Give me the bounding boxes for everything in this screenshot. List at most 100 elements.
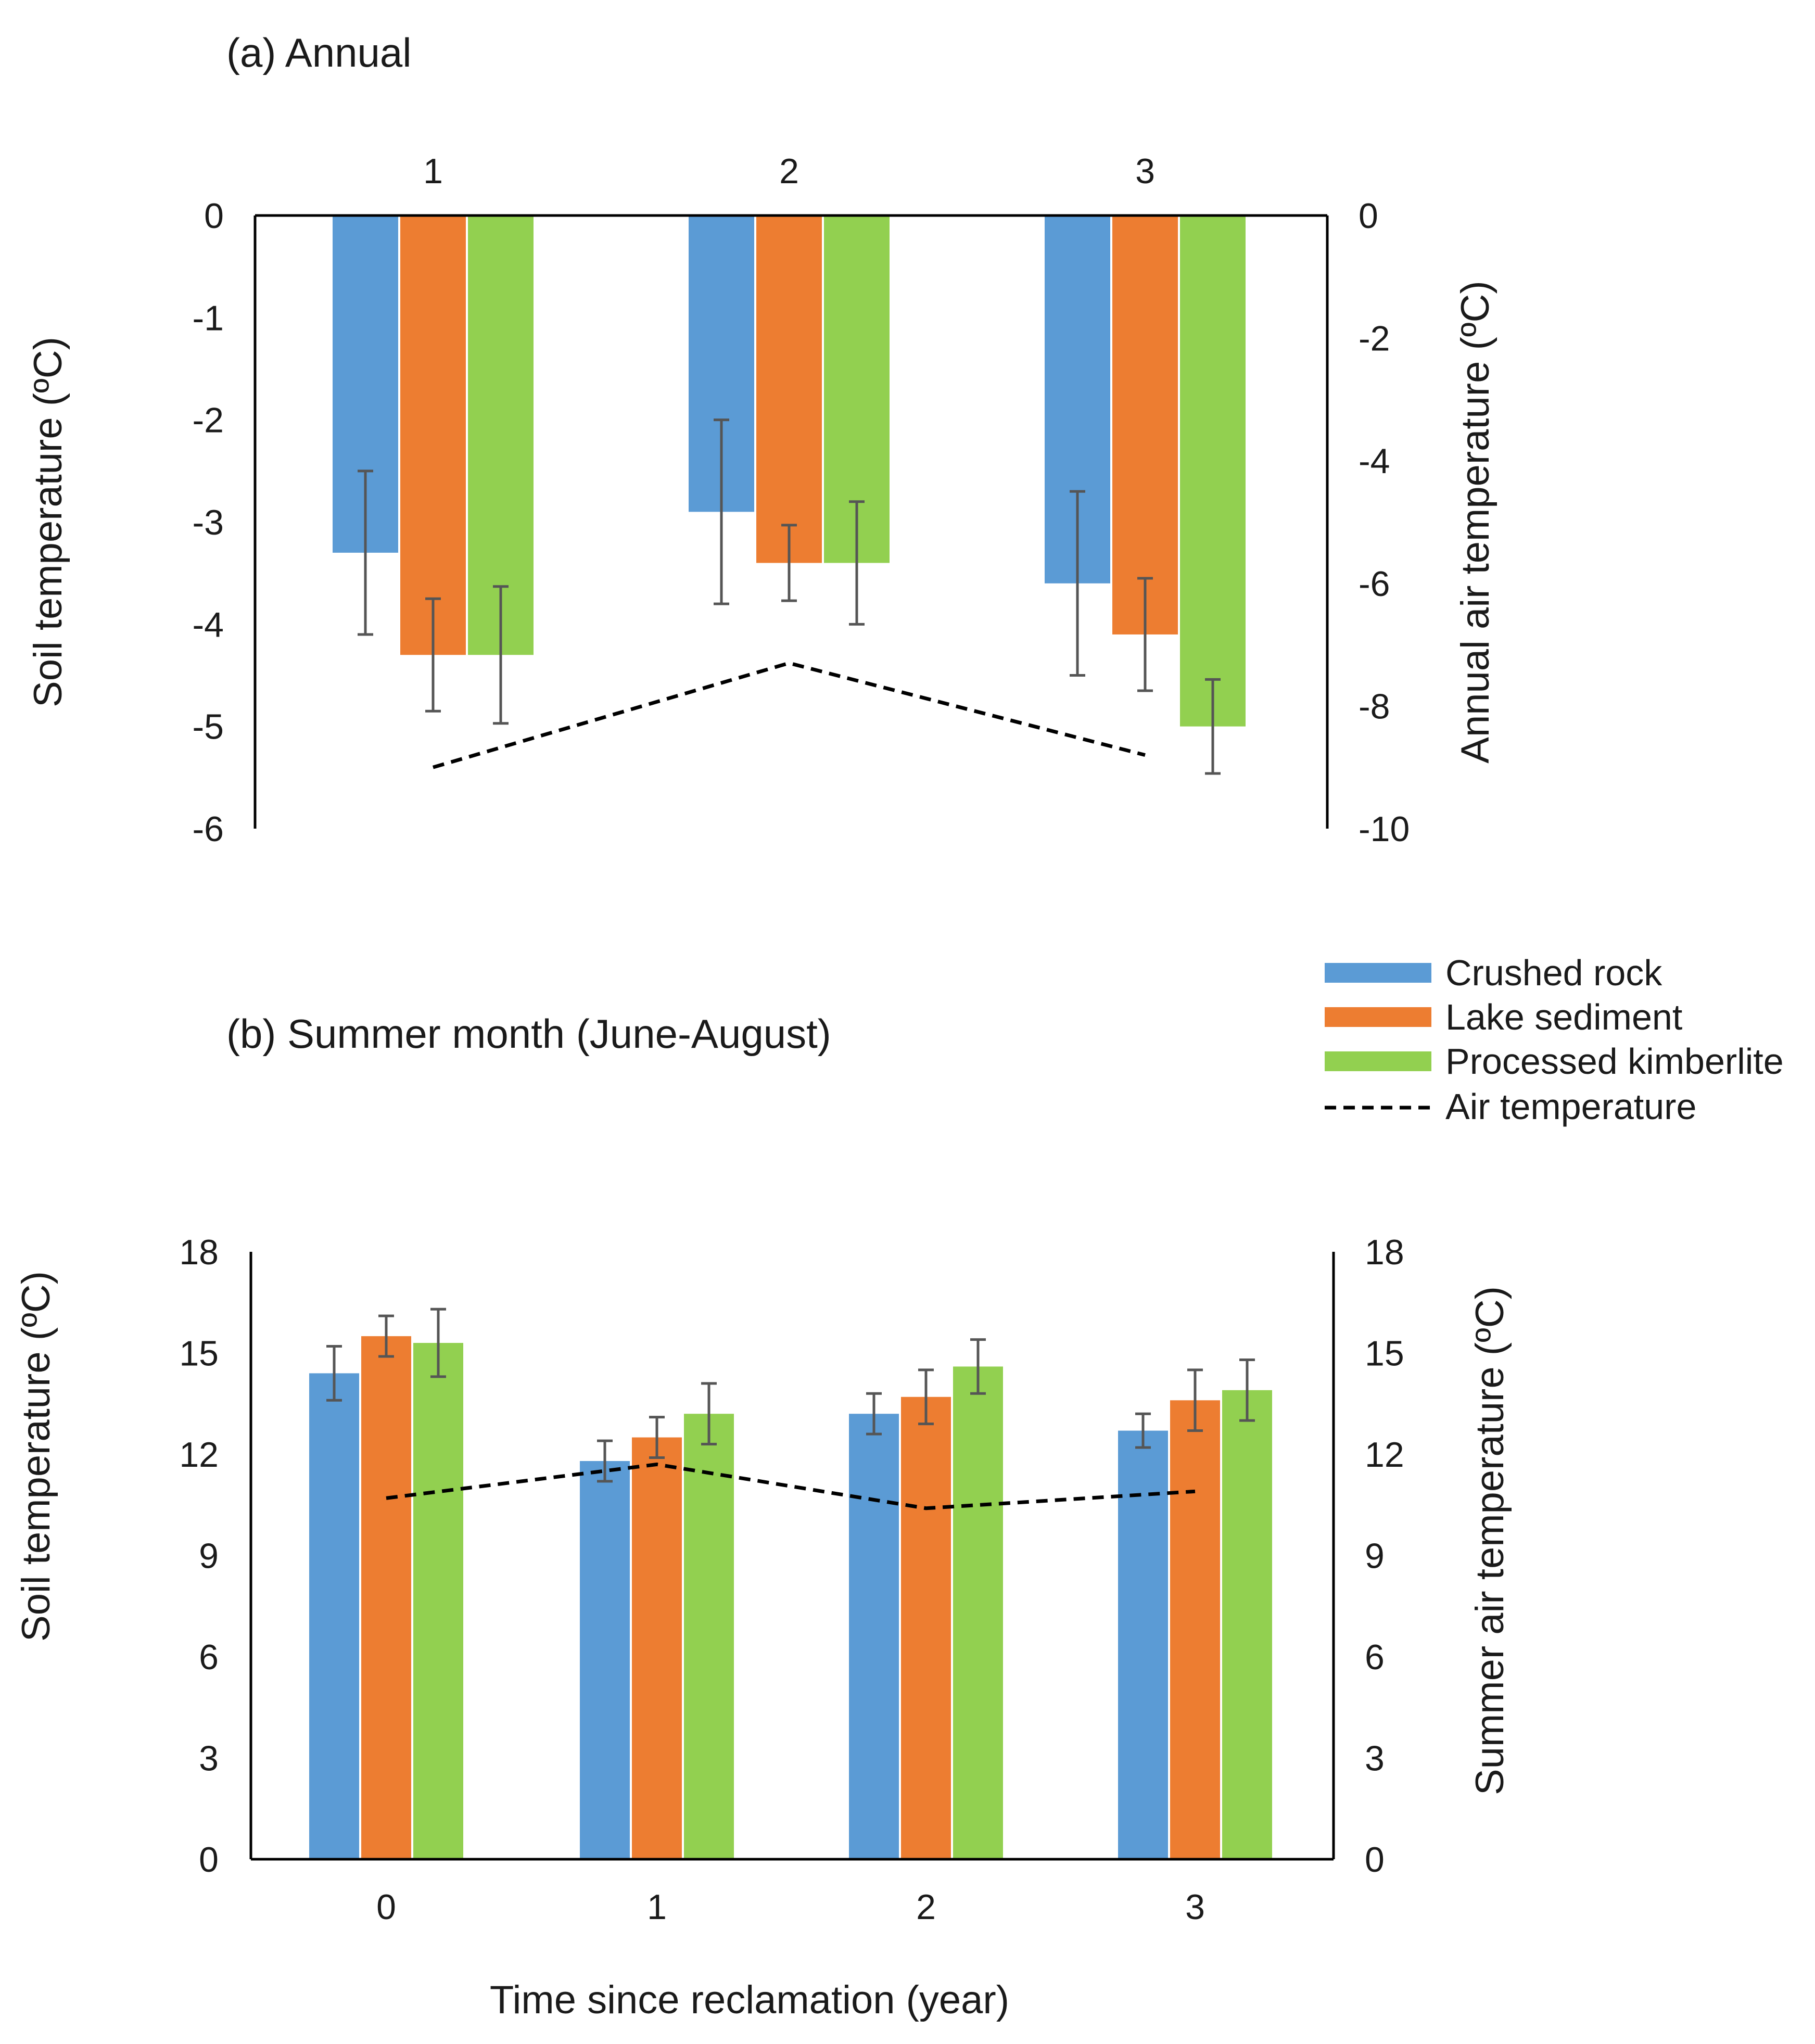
- summer-bars: [309, 1336, 1272, 1859]
- bar-crushed-rock-2: [849, 1414, 899, 1859]
- summer-error-bars: [326, 1307, 1255, 1483]
- x-tick-label-3: 3: [1185, 1887, 1205, 1927]
- summer-x-axis-label: Time since reclamation (year): [490, 1978, 1009, 2022]
- bar-processed-kimberlite-2: [953, 1366, 1003, 1859]
- legend-label-crushed-rock: Crushed rock: [1445, 953, 1662, 993]
- error-bar-crushed-rock-1: [358, 469, 373, 636]
- right-y-tick-label-6: 6: [1365, 1637, 1385, 1677]
- annual-x-tick-labels: 1 2 3: [423, 151, 1155, 191]
- left-y-tick-label-9: 9: [199, 1537, 219, 1576]
- bar-processed-kimberlite-3: [1222, 1390, 1272, 1859]
- right-y-tick-label-12: 12: [1365, 1435, 1404, 1475]
- error-bar-processed-kimberlite-3: [1239, 1358, 1255, 1422]
- legend-label-processed-kimberlite: Processed kimberlite: [1445, 1041, 1784, 1082]
- bar-lake-sediment-3: [1112, 215, 1178, 634]
- left-y-tick-label-0: 0: [204, 196, 224, 236]
- right-y-tick-label-0: 0: [1365, 1840, 1385, 1880]
- x-tick-label-2: 2: [916, 1887, 936, 1927]
- annual-chart-title: (a) Annual: [226, 30, 412, 75]
- error-bar-processed-kimberlite-0: [430, 1307, 446, 1378]
- annual-left-y-axis-label: Soil temperature (ºC): [26, 337, 70, 707]
- bar-lake-sediment-1: [400, 215, 466, 655]
- left-y-tick-label-minus-4: -4: [193, 605, 224, 644]
- summer-chart-title: (b) Summer month (June-August): [226, 1011, 831, 1057]
- summer-air-temperature-line: [386, 1462, 1196, 1510]
- annual-left-y-tick-labels: 0 -1 -2 -3 -4 -5 -6: [193, 196, 224, 849]
- right-y-tick-label-3: 3: [1365, 1739, 1385, 1779]
- error-bar-lake-sediment-1: [649, 1416, 665, 1459]
- error-bar-crushed-rock-3: [1070, 490, 1085, 677]
- bar-lake-sediment-3: [1170, 1400, 1220, 1859]
- right-y-tick-label-minus-2: -2: [1359, 319, 1390, 359]
- bar-lake-sediment-2: [901, 1396, 951, 1859]
- left-y-tick-label-minus-3: -3: [193, 503, 224, 542]
- x-tick-label-3: 3: [1135, 151, 1155, 191]
- summer-right-y-axis-label: Summer air temperature (ºC): [1468, 1286, 1512, 1795]
- left-y-tick-label-15: 15: [179, 1334, 219, 1374]
- error-bar-crushed-rock-0: [326, 1345, 342, 1402]
- bar-crushed-rock-0: [309, 1373, 359, 1859]
- x-tick-label-1: 1: [423, 151, 443, 191]
- left-y-tick-label-3: 3: [199, 1739, 219, 1779]
- error-bar-lake-sediment-1: [425, 597, 441, 713]
- error-bar-processed-kimberlite-1: [493, 585, 509, 725]
- right-y-tick-label-15: 15: [1365, 1334, 1404, 1374]
- error-bar-lake-sediment-3: [1137, 577, 1153, 692]
- bar-lake-sediment-0: [361, 1336, 411, 1859]
- left-y-tick-label-0: 0: [199, 1840, 219, 1880]
- bar-crushed-rock-1: [580, 1461, 630, 1859]
- left-y-tick-label-6: 6: [199, 1637, 219, 1677]
- x-tick-label-2: 2: [779, 151, 799, 191]
- error-bar-lake-sediment-0: [378, 1314, 394, 1358]
- left-y-tick-label-minus-2: -2: [193, 401, 224, 440]
- legend: Crushed rock Lake sediment Processed kim…: [1325, 953, 1784, 1127]
- right-y-tick-label-minus-8: -8: [1359, 687, 1390, 726]
- error-bar-processed-kimberlite-2: [849, 500, 865, 626]
- error-bar-processed-kimberlite-2: [970, 1338, 986, 1395]
- bar-crushed-rock-3: [1118, 1430, 1168, 1859]
- error-bar-crushed-rock-2: [866, 1392, 882, 1436]
- error-bar-crushed-rock-3: [1135, 1412, 1151, 1449]
- annual-bars: [333, 215, 1246, 727]
- bar-processed-kimberlite-1: [468, 215, 534, 655]
- error-bar-processed-kimberlite-1: [701, 1382, 717, 1446]
- legend-swatch-processed-kimberlite: [1325, 1051, 1431, 1071]
- error-bar-crushed-rock-2: [714, 418, 729, 605]
- right-y-tick-label-9: 9: [1365, 1537, 1385, 1576]
- right-y-tick-label-minus-10: -10: [1359, 809, 1410, 849]
- bar-processed-kimberlite-3: [1180, 215, 1246, 727]
- legend-swatch-lake-sediment: [1325, 1007, 1431, 1027]
- annual-right-y-axis-label: Annual air temperature (ºC): [1453, 281, 1497, 763]
- left-y-tick-label-minus-5: -5: [193, 707, 224, 747]
- annual-air-temperature-line: [433, 661, 1146, 769]
- right-y-tick-label-minus-6: -6: [1359, 564, 1390, 604]
- bar-processed-kimberlite-0: [413, 1343, 463, 1859]
- error-bar-lake-sediment-2: [781, 524, 797, 602]
- left-y-tick-label-12: 12: [179, 1435, 219, 1475]
- annual-chart: (a) Annual 1 2 3 0 -1 -2 -3 -4 -5 -6 0 -2 -4 -6 -8 -1…: [26, 30, 1497, 849]
- x-tick-label-0: 0: [376, 1887, 396, 1927]
- legend-label-air-temperature: Air temperature: [1445, 1086, 1696, 1127]
- bar-lake-sediment-2: [756, 215, 822, 563]
- left-y-tick-label-18: 18: [179, 1233, 219, 1272]
- error-bar-lake-sediment-2: [918, 1368, 934, 1426]
- right-y-tick-label-minus-4: -4: [1359, 441, 1390, 481]
- summer-right-y-tick-labels: 0 3 6 9 12 15 18: [1365, 1233, 1404, 1880]
- error-bar-processed-kimberlite-3: [1205, 678, 1221, 775]
- left-y-tick-label-minus-6: -6: [193, 809, 224, 849]
- right-y-tick-label-0: 0: [1359, 196, 1378, 236]
- annual-right-y-tick-labels: 0 -2 -4 -6 -8 -10: [1359, 196, 1410, 849]
- summer-x-tick-labels: 0 1 2 3: [376, 1887, 1205, 1927]
- annual-error-bars: [358, 418, 1221, 775]
- error-bar-crushed-rock-1: [597, 1439, 613, 1483]
- legend-swatch-crushed-rock: [1325, 963, 1431, 983]
- summer-left-y-axis-label: Soil temperature (ºC): [14, 1271, 58, 1642]
- error-bar-lake-sediment-3: [1187, 1368, 1203, 1432]
- legend-label-lake-sediment: Lake sediment: [1445, 997, 1682, 1037]
- right-y-tick-label-18: 18: [1365, 1233, 1404, 1272]
- summer-left-y-tick-labels: 0 3 6 9 12 15 18: [179, 1233, 219, 1880]
- left-y-tick-label-minus-1: -1: [193, 298, 224, 338]
- bar-lake-sediment-1: [632, 1437, 682, 1859]
